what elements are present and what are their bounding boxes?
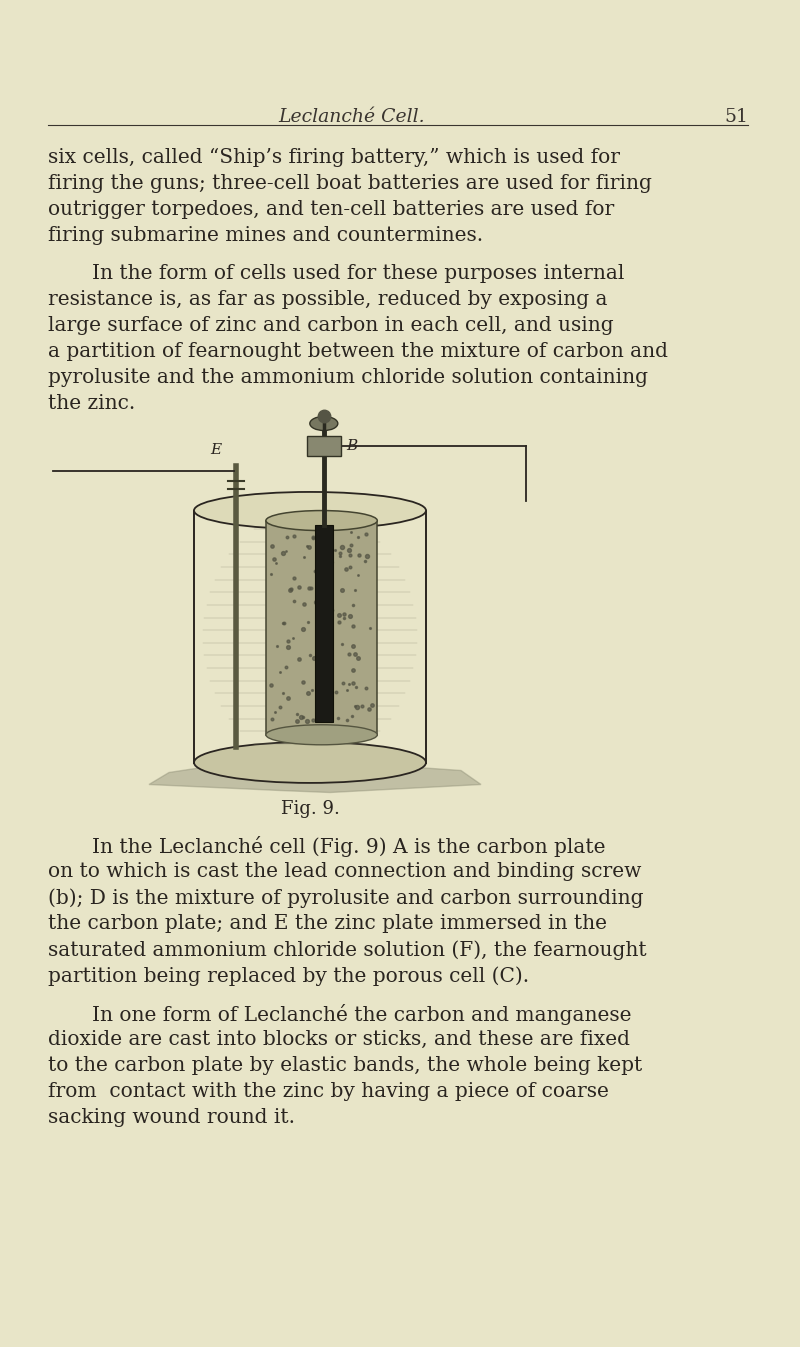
Text: pyrolusite and the ammonium chloride solution containing: pyrolusite and the ammonium chloride sol… [48, 368, 648, 387]
Text: (b); D is the mixture of pyrolusite and carbon surrounding: (b); D is the mixture of pyrolusite and … [48, 888, 643, 908]
Text: B: B [346, 439, 358, 454]
Polygon shape [149, 768, 481, 792]
Text: saturated ammonium chloride solution (F), the fearnought: saturated ammonium chloride solution (F)… [48, 940, 646, 959]
Text: outrigger torpedoes, and ten-cell batteries are used for: outrigger torpedoes, and ten-cell batter… [48, 199, 614, 220]
Text: partition being replaced by the porous cell (C).: partition being replaced by the porous c… [48, 966, 529, 986]
Text: Leclanché Cell.: Leclanché Cell. [278, 108, 426, 127]
Ellipse shape [266, 511, 378, 531]
Ellipse shape [194, 742, 426, 783]
Text: 51: 51 [724, 108, 748, 127]
Text: to the carbon plate by elastic bands, the whole being kept: to the carbon plate by elastic bands, th… [48, 1056, 642, 1075]
Text: In one form of Leclanché the carbon and manganese: In one form of Leclanché the carbon and … [92, 1004, 631, 1025]
Text: In the form of cells used for these purposes internal: In the form of cells used for these purp… [92, 264, 624, 283]
Text: dioxide are cast into blocks or sticks, and these are fixed: dioxide are cast into blocks or sticks, … [48, 1030, 630, 1049]
Text: E: E [210, 443, 222, 458]
Text: from  contact with the zinc by having a piece of coarse: from contact with the zinc by having a p… [48, 1082, 609, 1100]
Text: six cells, called “Ship’s firing battery,” which is used for: six cells, called “Ship’s firing battery… [48, 148, 620, 167]
Ellipse shape [266, 725, 378, 745]
Text: Fig. 9.: Fig. 9. [281, 800, 339, 818]
Ellipse shape [194, 492, 426, 529]
Bar [266, 520, 378, 734]
Bar [307, 435, 341, 455]
Ellipse shape [310, 416, 338, 431]
Text: In the Leclanché cell (Fig. 9) A is the carbon plate: In the Leclanché cell (Fig. 9) A is the … [92, 836, 606, 857]
Text: a partition of fearnought between the mixture of carbon and: a partition of fearnought between the mi… [48, 342, 668, 361]
Text: firing the guns; three-cell boat batteries are used for firing: firing the guns; three-cell boat batteri… [48, 174, 652, 193]
Text: the zinc.: the zinc. [48, 395, 135, 414]
Text: large surface of zinc and carbon in each cell, and using: large surface of zinc and carbon in each… [48, 317, 614, 335]
Text: firing submarine mines and countermines.: firing submarine mines and countermines. [48, 226, 483, 245]
Text: on to which is cast the lead connection and binding screw: on to which is cast the lead connection … [48, 862, 642, 881]
Text: the carbon plate; and E the zinc plate immersed in the: the carbon plate; and E the zinc plate i… [48, 915, 607, 933]
Text: D: D [312, 647, 323, 660]
Text: resistance is, as far as possible, reduced by exposing a: resistance is, as far as possible, reduc… [48, 290, 607, 308]
Text: sacking wound round it.: sacking wound round it. [48, 1109, 295, 1127]
Bar [315, 525, 333, 722]
